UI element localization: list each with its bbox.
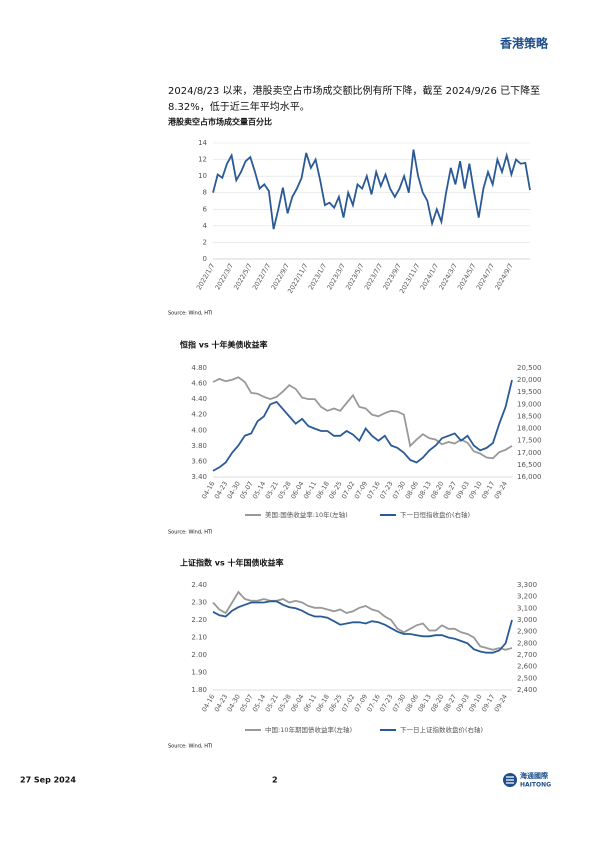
y-tick-label: 1.90: [191, 669, 207, 677]
y2-tick-label: 2,900: [517, 628, 537, 636]
y-tick-label: 2.10: [191, 634, 207, 642]
y2-tick-label: 18,500: [517, 412, 542, 420]
series-line: [212, 590, 513, 651]
footer-date: 27 Sep 2024: [20, 776, 76, 785]
chart-title: 上证指数 vs 十年国债收益率: [180, 558, 284, 568]
y-tick-label: 14: [198, 139, 207, 147]
y2-tick-label: 19,500: [517, 388, 542, 396]
legend-label: 中国:10年期国债收益率(左轴): [265, 725, 352, 734]
y2-tick-label: 2,400: [517, 686, 537, 694]
y-tick-label: 2.20: [191, 616, 207, 624]
y-tick-label: 6: [203, 205, 208, 213]
y2-tick-label: 2,600: [517, 663, 537, 671]
y2-tick-label: 2,700: [517, 651, 537, 659]
logo-en: HAITONG: [520, 782, 551, 789]
y-tick-label: 4.80: [191, 364, 207, 372]
y-tick-label: 3.40: [191, 473, 207, 481]
y2-tick-label: 17,000: [517, 449, 542, 457]
y2-tick-label: 16,000: [517, 473, 542, 481]
y2-tick-label: 2,800: [517, 639, 537, 647]
y-tick-label: 4: [203, 222, 208, 230]
source: Source: Wind, HTI: [168, 530, 212, 536]
y-tick-label: 2: [203, 238, 207, 246]
y-tick-label: 3.80: [191, 442, 207, 450]
page-number: 2: [272, 776, 278, 785]
legend-label: 下一日上证指数收盘价(右轴): [400, 725, 483, 734]
y-tick-label: 2.30: [191, 599, 207, 607]
header-title: 香港策略: [499, 36, 549, 51]
y-tick-label: 4.40: [191, 395, 207, 403]
y-tick-label: 3.60: [191, 457, 207, 465]
y2-tick-label: 20,500: [517, 364, 542, 372]
series-line: [212, 376, 513, 460]
y-tick-label: 8: [203, 189, 207, 197]
paragraph: 2024/8/23 以来，港股卖空占市场成交额比例有所下降，截至 2024/9/…: [168, 86, 541, 113]
y-tick-label: 4.00: [191, 426, 207, 434]
series-line: [212, 600, 513, 654]
y2-tick-label: 2,500: [517, 674, 537, 682]
y-tick-label: 4.60: [191, 380, 207, 388]
source: Source: Wind, HTI: [168, 744, 212, 750]
y-tick-label: 2.00: [191, 651, 207, 659]
y2-tick-label: 3,200: [517, 593, 537, 601]
y2-tick-label: 19,000: [517, 400, 542, 408]
y2-tick-label: 20,000: [517, 376, 542, 384]
y-tick-label: 0: [203, 255, 207, 263]
y2-tick-label: 18,000: [517, 425, 542, 433]
legend-label: 美国:国债收益率:10年(左轴): [265, 510, 348, 519]
y2-tick-label: 3,300: [517, 581, 537, 589]
y2-tick-label: 17,500: [517, 437, 542, 445]
y2-tick-label: 3,100: [517, 604, 537, 612]
x-tick-label: 09-24: [493, 693, 509, 713]
series-line: [212, 379, 513, 472]
y-tick-label: 12: [198, 156, 207, 164]
logo-cn: 海通國際: [520, 771, 549, 780]
x-tick-label: 2024/9/7: [493, 262, 515, 291]
logo-icon-lines: [506, 776, 514, 784]
chart-title: 恒指 vs 十年美债收益率: [180, 340, 268, 350]
y-tick-label: 1.80: [191, 686, 207, 694]
y2-tick-label: 16,500: [517, 461, 542, 469]
y-tick-label: 2.40: [191, 581, 207, 589]
y2-tick-label: 3,000: [517, 616, 537, 624]
legend-label: 下一日恒指收盘价(右轴): [400, 510, 470, 519]
y-tick-label: 10: [198, 172, 207, 180]
chart-title: 港股卖空占市场成交量百分比: [168, 117, 272, 127]
source: Source: Wind, HTI: [168, 311, 212, 317]
y-tick-label: 4.20: [191, 411, 207, 419]
series-line: [212, 149, 531, 230]
x-tick-label: 09-24: [493, 480, 509, 500]
